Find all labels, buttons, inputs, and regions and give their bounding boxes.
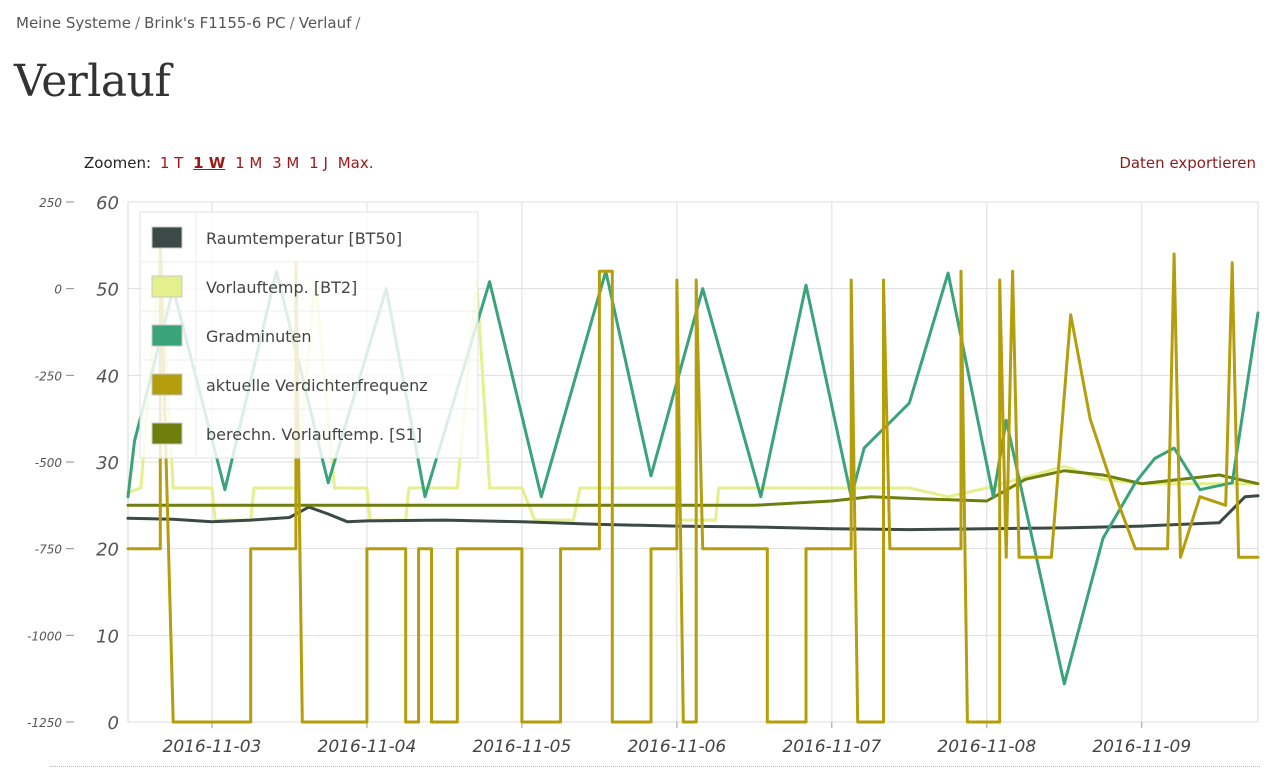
x-tick-label: 2016-11-04 bbox=[318, 737, 417, 757]
chart-legend: Raumtemperatur [BT50] Vorlauftemp. [BT2] G… bbox=[139, 211, 479, 459]
zoom-option-1-week[interactable]: 1 W bbox=[193, 154, 226, 172]
breadcrumb-item-history[interactable]: Verlauf bbox=[298, 14, 352, 32]
zoom-option-1-month[interactable]: 1 M bbox=[235, 154, 263, 172]
x-tick-label: 2016-11-06 bbox=[627, 737, 726, 757]
legend-item-label[interactable]: aktuelle Verdichterfrequenz bbox=[206, 376, 428, 395]
export-data-link[interactable]: Daten exportieren bbox=[1119, 154, 1256, 172]
zoom-option-max[interactable]: Max. bbox=[337, 154, 374, 172]
y-left-tick-label: 50 bbox=[96, 280, 119, 301]
y-right-tick-label: 0 bbox=[54, 283, 62, 297]
y-left-tick-label: 40 bbox=[96, 366, 119, 387]
breadcrumb-separator: / bbox=[355, 14, 361, 32]
y-right-tick-label: -1000 bbox=[27, 629, 62, 643]
page-title: Verlauf bbox=[14, 56, 171, 107]
x-tick-label: 2016-11-05 bbox=[472, 737, 571, 757]
x-tick-label: 2016-11-09 bbox=[1092, 737, 1191, 757]
divider bbox=[50, 766, 1260, 767]
series-line-4 bbox=[126, 469, 1260, 507]
x-tick-label: 2016-11-08 bbox=[937, 737, 1036, 757]
legend-swatch bbox=[151, 422, 183, 445]
legend-item-label[interactable]: Gradminuten bbox=[206, 327, 312, 346]
x-tick-label: 2016-11-03 bbox=[163, 737, 262, 757]
legend-item-label[interactable]: Vorlauftemp. [BT2] bbox=[206, 278, 357, 297]
history-chart: 0 10 20 30 40 50 60 -1250 -1000 -750 -500 -250 0 250 2… bbox=[27, 193, 1260, 757]
series-line-0 bbox=[126, 494, 1260, 532]
legend-swatch bbox=[151, 324, 183, 347]
breadcrumb: Meine Systeme / Brink's F1155-6 PC / Verlauf… bbox=[16, 14, 364, 32]
breadcrumb-item-systems[interactable]: Meine Systeme bbox=[16, 14, 132, 32]
legend-swatch bbox=[151, 373, 183, 396]
legend-item-label[interactable]: berechn. Vorlauftemp. [S1] bbox=[206, 425, 422, 444]
legend-swatch bbox=[151, 226, 183, 249]
breadcrumb-separator: / bbox=[289, 14, 295, 32]
y-right-tick-label: -1250 bbox=[27, 716, 62, 730]
axes-layer: 0 10 20 30 40 50 60 -1250 -1000 -750 -500 -250 0 250 2… bbox=[27, 193, 1191, 757]
zoom-bar: Zoomen: 1 T 1 W 1 M 3 M 1 J Max. bbox=[84, 154, 378, 172]
y-left-tick-label: 20 bbox=[96, 540, 119, 561]
y-left-tick-label: 10 bbox=[96, 626, 119, 647]
y-left-tick-label: 0 bbox=[108, 713, 119, 734]
zoom-option-1-day[interactable]: 1 T bbox=[159, 154, 184, 172]
legend-swatch bbox=[151, 275, 183, 298]
y-right-tick-label: -750 bbox=[35, 543, 63, 557]
y-right-tick-label: -250 bbox=[35, 369, 63, 383]
series-line-3 bbox=[126, 243, 1260, 724]
breadcrumb-item-device[interactable]: Brink's F1155-6 PC bbox=[144, 14, 286, 32]
zoom-label: Zoomen: bbox=[84, 154, 152, 172]
zoom-option-1-year[interactable]: 1 J bbox=[309, 154, 328, 172]
y-right-tick-label: 250 bbox=[39, 196, 62, 210]
x-tick-label: 2016-11-07 bbox=[782, 737, 881, 757]
y-right-tick-label: -500 bbox=[35, 456, 63, 470]
breadcrumb-separator: / bbox=[135, 14, 141, 32]
zoom-option-3-months[interactable]: 3 M bbox=[272, 154, 300, 172]
legend-item-label[interactable]: Raumtemperatur [BT50] bbox=[206, 229, 402, 248]
y-left-tick-label: 30 bbox=[96, 453, 119, 474]
y-left-tick-label: 60 bbox=[96, 193, 119, 214]
